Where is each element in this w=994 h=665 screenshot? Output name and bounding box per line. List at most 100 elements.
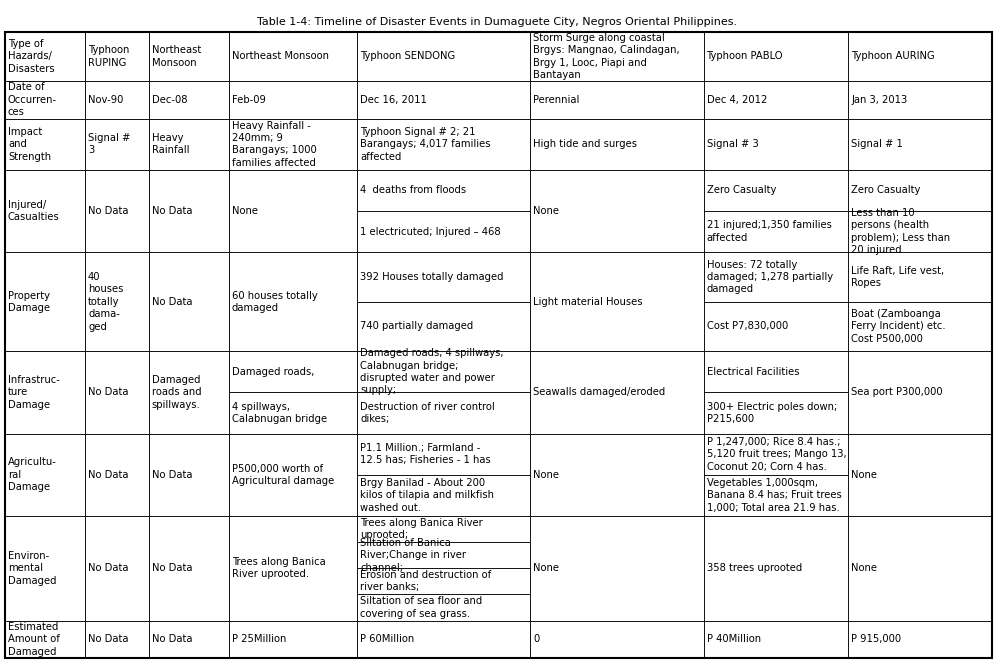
Text: Trees along Banica
River uprooted.: Trees along Banica River uprooted. (232, 557, 325, 579)
Bar (5, 516, 84, 620)
Bar (357, 516, 530, 542)
Bar (357, 211, 530, 252)
Bar (84, 32, 148, 81)
Bar (848, 302, 991, 351)
Bar (148, 170, 229, 252)
Bar (229, 170, 357, 252)
Text: Cost P7,830,000: Cost P7,830,000 (706, 321, 787, 331)
Text: Impact
and
Strength: Impact and Strength (8, 127, 51, 162)
Text: No Data: No Data (151, 206, 192, 216)
Text: P1.1 Million.; Farmland -
12.5 has; Fisheries - 1 has: P1.1 Million.; Farmland - 12.5 has; Fish… (360, 443, 490, 466)
Text: Trees along Banica River
uprooted;: Trees along Banica River uprooted; (360, 518, 482, 540)
Text: No Data: No Data (151, 469, 192, 479)
Bar (148, 119, 229, 170)
Bar (357, 475, 530, 516)
Text: 0: 0 (533, 634, 539, 644)
Text: Signal # 1: Signal # 1 (851, 139, 903, 150)
Text: 392 Houses totally damaged: 392 Houses totally damaged (360, 272, 503, 282)
Bar (703, 475, 848, 516)
Text: No Data: No Data (87, 563, 128, 573)
Bar (357, 542, 530, 568)
Bar (357, 620, 530, 658)
Text: 4 spillways,
Calabnugan bridge: 4 spillways, Calabnugan bridge (232, 402, 326, 424)
Bar (530, 516, 703, 620)
Text: Seawalls damaged/eroded: Seawalls damaged/eroded (533, 388, 665, 398)
Bar (84, 434, 148, 516)
Text: No Data: No Data (151, 563, 192, 573)
Text: Destruction of river control
dikes;: Destruction of river control dikes; (360, 402, 494, 424)
Bar (148, 620, 229, 658)
Bar (357, 81, 530, 119)
Text: Property
Damage: Property Damage (8, 291, 50, 313)
Text: P 25Million: P 25Million (232, 634, 286, 644)
Text: Damaged roads, 4 spillways,
Calabnugan bridge;
disrupted water and power
supply;: Damaged roads, 4 spillways, Calabnugan b… (360, 348, 503, 396)
Bar (703, 170, 848, 211)
Text: Table 1-4: Timeline of Disaster Events in Dumaguete City, Negros Oriental Philip: Table 1-4: Timeline of Disaster Events i… (257, 17, 737, 27)
Bar (357, 434, 530, 475)
Text: Light material Houses: Light material Houses (533, 297, 642, 307)
Bar (84, 81, 148, 119)
Bar (848, 516, 991, 620)
Text: Signal # 3: Signal # 3 (706, 139, 757, 150)
Text: Boat (Zamboanga
Ferry Incident) etc.
Cost P500,000: Boat (Zamboanga Ferry Incident) etc. Cos… (851, 309, 945, 344)
Text: Feb-09: Feb-09 (232, 95, 265, 105)
Text: No Data: No Data (87, 206, 128, 216)
Text: Jan 3, 2013: Jan 3, 2013 (851, 95, 907, 105)
Bar (848, 211, 991, 252)
Bar (530, 81, 703, 119)
Bar (848, 351, 991, 434)
Bar (848, 434, 991, 516)
Text: No Data: No Data (87, 469, 128, 479)
Bar (703, 211, 848, 252)
Bar (703, 434, 848, 475)
Text: 60 houses totally
damaged: 60 houses totally damaged (232, 291, 317, 313)
Bar (357, 119, 530, 170)
Text: None: None (533, 469, 559, 479)
Bar (357, 302, 530, 351)
Text: P 40Million: P 40Million (706, 634, 760, 644)
Text: Northeast Monsoon: Northeast Monsoon (232, 51, 328, 61)
Bar (229, 119, 357, 170)
Bar (5, 170, 84, 252)
Bar (530, 32, 703, 81)
Bar (357, 32, 530, 81)
Bar (357, 595, 530, 620)
Bar (357, 392, 530, 434)
Text: Storm Surge along coastal
Brgys: Mangnao, Calindagan,
Brgy 1, Looc, Piapi and
Ba: Storm Surge along coastal Brgys: Mangnao… (533, 33, 679, 80)
Bar (5, 32, 84, 81)
Text: Dec 16, 2011: Dec 16, 2011 (360, 95, 426, 105)
Text: Northeast
Monsoon: Northeast Monsoon (151, 45, 201, 68)
Text: None: None (232, 206, 257, 216)
Bar (229, 252, 357, 351)
Bar (148, 252, 229, 351)
Text: Sea port P300,000: Sea port P300,000 (851, 388, 942, 398)
Bar (229, 81, 357, 119)
Bar (84, 119, 148, 170)
Bar (148, 434, 229, 516)
Text: Dec 4, 2012: Dec 4, 2012 (706, 95, 766, 105)
Text: 740 partially damaged: 740 partially damaged (360, 321, 473, 331)
Text: P 60Million: P 60Million (360, 634, 414, 644)
Bar (703, 392, 848, 434)
Bar (229, 32, 357, 81)
Text: Siltation of sea floor and
covering of sea grass.: Siltation of sea floor and covering of s… (360, 597, 482, 618)
Text: Heavy
Rainfall: Heavy Rainfall (151, 133, 189, 156)
Bar (703, 81, 848, 119)
Text: No Data: No Data (87, 634, 128, 644)
Bar (530, 434, 703, 516)
Text: Perennial: Perennial (533, 95, 580, 105)
Text: 21 injured;1,350 families
affected: 21 injured;1,350 families affected (706, 220, 831, 243)
Text: Dec-08: Dec-08 (151, 95, 187, 105)
Text: High tide and surges: High tide and surges (533, 139, 636, 150)
Text: None: None (851, 469, 877, 479)
Text: 300+ Electric poles down;
P215,600: 300+ Electric poles down; P215,600 (706, 402, 836, 424)
Text: No Data: No Data (151, 634, 192, 644)
Text: No Data: No Data (87, 388, 128, 398)
Bar (84, 516, 148, 620)
Bar (84, 620, 148, 658)
Bar (530, 252, 703, 351)
Bar (5, 434, 84, 516)
Bar (148, 32, 229, 81)
Text: 4  deaths from floods: 4 deaths from floods (360, 186, 465, 196)
Bar (229, 392, 357, 434)
